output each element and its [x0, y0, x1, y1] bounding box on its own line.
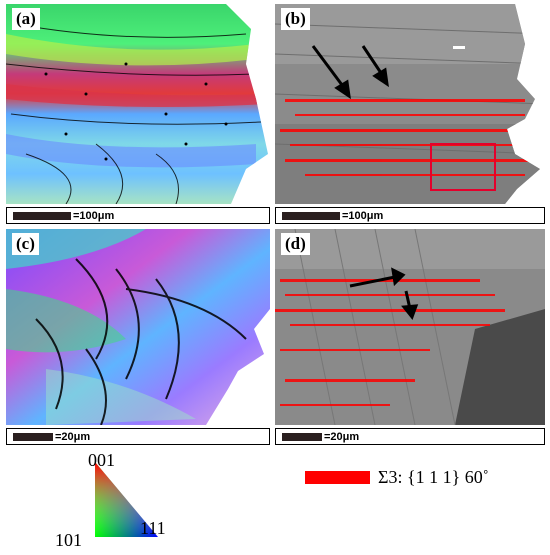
panel-d-band-contrast-map: (d) [275, 229, 545, 425]
sigma3-boundary-legend: Σ3: {1 1 1} 60˚ [305, 467, 489, 488]
panel-label: (a) [12, 8, 40, 30]
scale-bar-label: =100μm [73, 209, 115, 222]
panel-label: (c) [12, 233, 39, 255]
scale-bar-label: =20μm [324, 430, 360, 443]
scale-bar-line [13, 211, 71, 220]
ipf-map-a-image [6, 4, 270, 204]
scale-bar-b: =100μm [275, 207, 545, 224]
scale-bar-a: =100μm [6, 207, 270, 224]
scale-bar-line [282, 211, 340, 220]
scale-bar-label: =100μm [342, 209, 384, 222]
scale-bar-label: =20μm [55, 430, 91, 443]
panel-label: (d) [281, 233, 310, 255]
panel-a-ipf-map: (a) [6, 4, 270, 204]
scale-bar-line [13, 432, 53, 441]
ipf-color-key: 001 101 111 [20, 450, 180, 550]
panel-label: (b) [281, 8, 310, 30]
ipf-label-001: 001 [88, 450, 115, 470]
scale-bar-d: =20μm [275, 428, 545, 445]
band-contrast-map-b-image [275, 4, 545, 204]
scale-bar-line [282, 432, 322, 441]
ipf-map-c-image [6, 229, 270, 425]
panel-b-band-contrast-map: (b) [275, 4, 545, 204]
band-contrast-map-d-image [275, 229, 545, 425]
ipf-label-111: 111 [140, 518, 166, 538]
ipf-color-triangle [95, 462, 158, 537]
ipf-label-101: 101 [55, 530, 82, 550]
panel-c-ipf-map: (c) [6, 229, 270, 425]
sigma3-color-swatch [305, 471, 370, 484]
scale-bar-c: =20μm [6, 428, 270, 445]
sigma3-legend-label: Σ3: {1 1 1} 60˚ [378, 467, 489, 487]
